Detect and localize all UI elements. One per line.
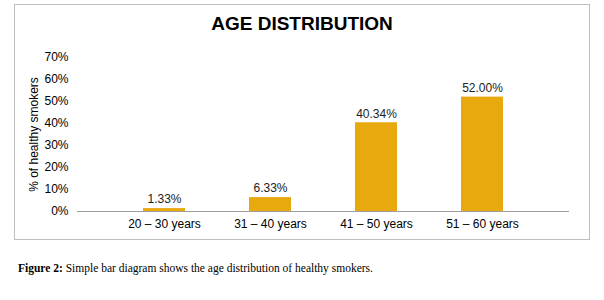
svg-text:10%: 10% (44, 182, 68, 196)
svg-text:52.00%: 52.00% (462, 81, 503, 95)
svg-text:60%: 60% (44, 72, 68, 86)
svg-text:30%: 30% (44, 138, 68, 152)
svg-text:41 – 50 years: 41 – 50 years (340, 217, 413, 231)
svg-text:40%: 40% (44, 116, 68, 130)
svg-text:20%: 20% (44, 160, 68, 174)
svg-text:6.33%: 6.33% (253, 181, 287, 195)
svg-text:70%: 70% (44, 50, 68, 64)
svg-text:40.34%: 40.34% (356, 107, 397, 121)
svg-text:50%: 50% (44, 94, 68, 108)
svg-text:0%: 0% (51, 204, 69, 218)
html-text:AGE DISTRIBUTION: AGE DISTRIBUTION (211, 13, 393, 34)
svg-text:51 – 60 years: 51 – 60 years (446, 217, 519, 231)
svg-text:20 – 30 years: 20 – 30 years (128, 217, 201, 231)
svg-text:31 – 40 years: 31 – 40 years (234, 217, 307, 231)
svg-text:1.33%: 1.33% (147, 192, 181, 206)
html-text:Figure 2: Simple bar diagram s: Figure 2: Simple bar diagram shows the a… (18, 262, 373, 274)
svg-text:% of healthy smokers: % of healthy smokers (27, 77, 41, 192)
